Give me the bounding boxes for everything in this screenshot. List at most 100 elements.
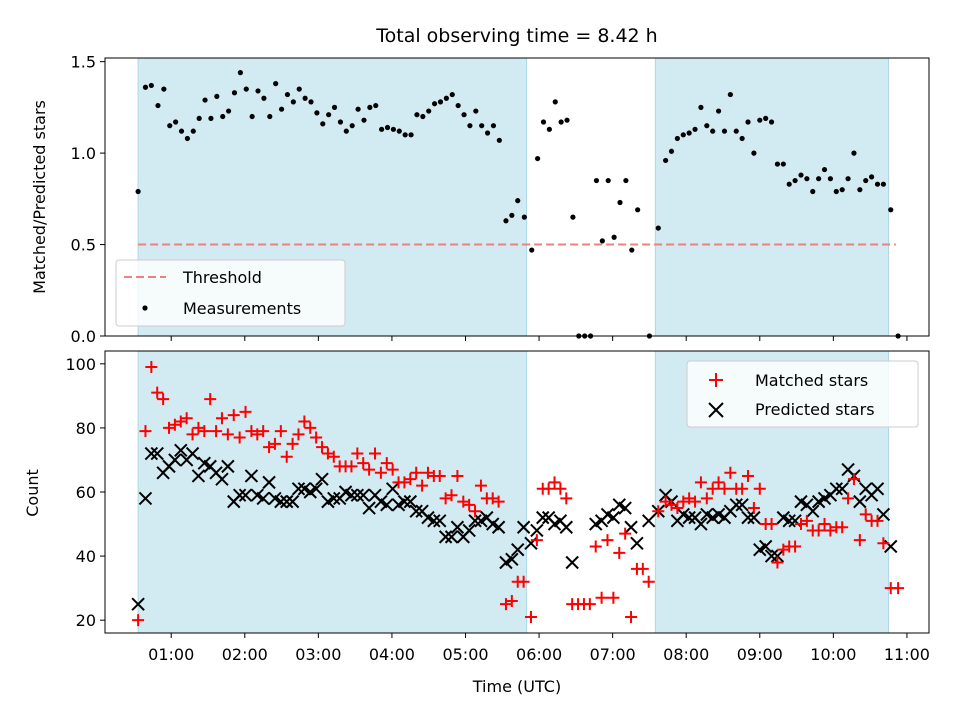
measurement-point <box>208 115 214 121</box>
matched-marker <box>363 463 376 476</box>
measurement-point <box>490 123 497 129</box>
measurement-point <box>816 176 822 182</box>
matched-marker <box>304 421 317 434</box>
matched-marker <box>268 437 281 450</box>
matched-marker <box>345 460 358 473</box>
matched-marker <box>583 598 596 611</box>
measurement-point <box>426 108 432 114</box>
matched-marker <box>548 476 561 489</box>
matched-marker <box>132 614 145 627</box>
bottom-y-tick-label: 60 <box>76 483 96 502</box>
measurement-point <box>455 102 461 109</box>
matched-marker <box>871 514 884 527</box>
measurement-point <box>757 117 763 123</box>
measurement-point <box>296 86 302 92</box>
predicted-marker <box>315 472 329 486</box>
measurement-point <box>593 177 600 184</box>
measurement-point <box>763 115 769 121</box>
measurement-point <box>857 187 863 193</box>
matched-marker <box>386 463 399 476</box>
matched-marker <box>327 450 340 463</box>
matched-marker <box>753 482 766 495</box>
measurement-point <box>326 112 332 118</box>
matched-marker <box>221 428 234 441</box>
measurement-point <box>355 106 361 112</box>
measurement-point <box>617 199 623 206</box>
x-tick-label: 04:00 <box>369 645 415 664</box>
measurement-point <box>535 155 541 162</box>
measurement-point <box>863 177 869 184</box>
measurement-point <box>663 157 669 164</box>
matched-marker <box>589 540 602 553</box>
measurement-point <box>774 161 781 167</box>
measurement-point <box>220 113 226 120</box>
measurement-point <box>402 132 408 138</box>
matched-marker <box>625 610 638 623</box>
top-plot-frame <box>104 57 930 337</box>
matched-legend-swatch <box>709 373 723 387</box>
matched-marker <box>517 575 530 588</box>
matched-marker <box>351 447 364 460</box>
measurement-point <box>361 117 367 123</box>
measurement-point <box>768 119 775 125</box>
predicted-marker <box>185 446 200 461</box>
measurement-point <box>243 86 249 92</box>
measurement-point <box>540 119 547 125</box>
measurement-point <box>267 113 273 120</box>
predicted-marker <box>144 446 159 461</box>
measurement-point <box>135 188 141 195</box>
top-legend-box <box>115 259 346 327</box>
measurement-point <box>202 97 208 103</box>
measurement-point <box>331 104 338 110</box>
measurement-point <box>888 207 894 213</box>
matched-marker <box>812 524 825 537</box>
matched-markers <box>132 361 905 627</box>
predicted-marker <box>221 459 235 474</box>
measurement-point <box>570 214 576 220</box>
measurement-point <box>715 108 722 114</box>
matched-marker <box>410 466 423 479</box>
measurement-point <box>751 150 757 156</box>
matched-marker <box>151 386 164 399</box>
matched-marker <box>198 425 211 438</box>
predicted-marker <box>138 491 153 506</box>
predicted-marker <box>682 510 696 525</box>
bottom-ticks: 20 40 60 80 100 01:00 02:00 03:00 04:00 05:00 06:0… <box>65 355 930 664</box>
predicted-marker <box>327 491 341 506</box>
measurement-point <box>461 112 467 118</box>
measurement-point <box>564 117 570 123</box>
matched-marker <box>689 495 702 508</box>
matched-marker <box>595 591 608 604</box>
matched-marker <box>310 431 323 444</box>
matched-marker <box>736 482 749 495</box>
measurement-point <box>337 119 344 125</box>
matched-marker <box>374 466 387 479</box>
measurement-point <box>443 95 449 101</box>
measurement-point <box>249 113 255 120</box>
measurement-point <box>635 207 641 213</box>
measurement-point <box>546 126 552 132</box>
matched-marker <box>712 476 725 489</box>
predicted-marker <box>409 504 423 518</box>
predicted-marker <box>131 597 145 611</box>
measurement-point <box>396 128 402 134</box>
measurement-point <box>384 124 391 131</box>
measurement-point <box>833 188 839 195</box>
x-tick-label: 09:00 <box>737 645 783 664</box>
measurement-point <box>869 174 875 180</box>
measurement-point <box>521 214 527 220</box>
measurement-point <box>484 130 491 136</box>
matched-marker <box>524 610 537 623</box>
predicted-marker <box>735 498 749 512</box>
bottom-y-tick-label: 100 <box>65 355 96 374</box>
threshold-legend-label: Threshold <box>182 268 262 287</box>
matched-marker <box>613 546 626 559</box>
measurement-point <box>467 123 473 129</box>
measurement-point <box>733 128 739 134</box>
bottom-plot-frame <box>104 350 930 634</box>
predicted-marker <box>385 482 400 496</box>
predicted-marker <box>150 446 164 461</box>
predicted-marker <box>174 443 188 458</box>
predicted-marker <box>238 488 253 502</box>
x-tick-label: 02:00 <box>222 645 268 664</box>
